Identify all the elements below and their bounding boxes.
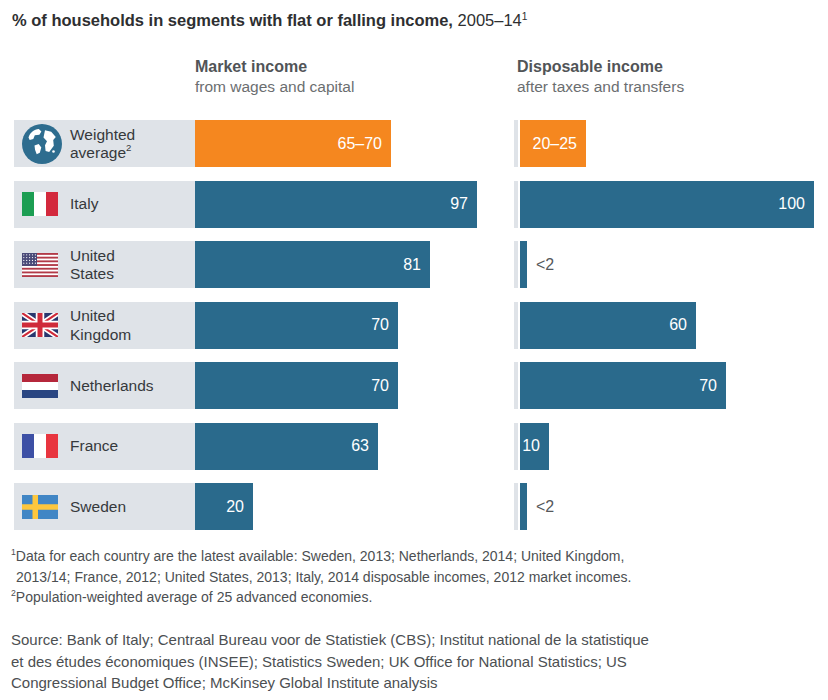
disposable-bar-value: 60 [669, 316, 687, 334]
chart-row: Sweden 20 <2 [0, 483, 828, 530]
flag-slot [22, 495, 58, 519]
chart-title-footnote-marker: 1 [522, 11, 528, 22]
disposable-axis-baseline [514, 483, 518, 530]
country-label-cell: Netherlands [14, 362, 195, 409]
flag-france-icon [22, 434, 58, 458]
country-label-cell: UnitedKingdom [14, 302, 195, 349]
flag-sweden-icon [22, 495, 58, 519]
flag-uk-icon [22, 313, 58, 337]
chart-row: Weightedaverage2 65–70 20–25 [0, 120, 828, 167]
disposable-axis-baseline [514, 120, 518, 167]
footnotes: 1Data for each country are the latest av… [11, 546, 631, 608]
chart-title-regular: 2005–14 [453, 11, 522, 29]
country-label-cell: Weightedaverage2 [14, 120, 195, 167]
footnote-text: Population-weighted average of 25 advanc… [16, 589, 372, 605]
disposable-bar [520, 241, 527, 288]
market-column-title: Market income [195, 57, 354, 77]
chart-rows: Weightedaverage2 65–70 20–25 Italy 97 10… [0, 120, 828, 544]
chart-row: France 63 10 [0, 423, 828, 470]
disposable-column-subtitle: after taxes and transfers [517, 77, 684, 97]
market-bar: 20 [195, 483, 253, 530]
chart-row: UnitedKingdom 70 60 [0, 302, 828, 349]
market-bar: 63 [195, 423, 378, 470]
disposable-column-title: Disposable income [517, 57, 684, 77]
disposable-outside-value: <2 [536, 498, 554, 516]
country-label: Italy [70, 195, 98, 214]
disposable-bar: 20–25 [520, 120, 586, 167]
footnote-line: 2Population-weighted average of 25 advan… [11, 587, 631, 608]
source-line: Source: Bank of Italy; Centraal Bureau v… [11, 629, 649, 651]
country-label: Netherlands [70, 376, 154, 395]
flag-slot [22, 192, 58, 216]
market-bar-value: 70 [371, 316, 389, 334]
flag-slot [22, 434, 58, 458]
country-label: Sweden [70, 497, 126, 516]
footnote-line: 2013/14; France, 2012; United States, 20… [11, 567, 631, 588]
country-label: Weightedaverage2 [70, 125, 135, 162]
flag-slot [22, 313, 58, 337]
country-label-cell: Sweden [14, 483, 195, 530]
market-bar: 81 [195, 241, 430, 288]
footnote-text: 2013/14; France, 2012; United States, 20… [16, 569, 631, 585]
disposable-bar-value: 20–25 [533, 135, 578, 153]
flag-netherlands-icon [22, 374, 58, 398]
market-bar-value: 97 [450, 195, 468, 213]
disposable-axis-baseline [514, 302, 518, 349]
source-block: Source: Bank of Italy; Centraal Bureau v… [11, 629, 649, 694]
disposable-bar: 60 [520, 302, 696, 349]
flag-slot [22, 374, 58, 398]
market-bar: 70 [195, 362, 398, 409]
country-label: UnitedKingdom [70, 307, 131, 344]
disposable-axis-baseline [514, 181, 518, 228]
footnote-text: Data for each country are the latest ava… [16, 548, 625, 564]
chart-title: % of households in segments with flat or… [12, 11, 527, 30]
country-label: France [70, 437, 118, 456]
chart-row: UnitedStates 81 <2 [0, 241, 828, 288]
market-column-subtitle: from wages and capital [195, 77, 354, 97]
country-label: UnitedStates [70, 246, 115, 283]
disposable-bar-value: 10 [522, 437, 540, 455]
country-label-cell: France [14, 423, 195, 470]
market-bar-value: 70 [371, 377, 389, 395]
source-line: et des études économiques (INSEE); Stati… [11, 651, 649, 673]
market-bar: 65–70 [195, 120, 391, 167]
disposable-bar: 70 [520, 362, 726, 409]
flag-us-icon [22, 253, 58, 277]
market-bar-value: 63 [351, 437, 369, 455]
disposable-bar [520, 483, 527, 530]
footnote-line: 1Data for each country are the latest av… [11, 546, 631, 567]
disposable-bar-value: 100 [778, 195, 805, 213]
flag-slot [22, 124, 62, 164]
market-bar-value: 81 [403, 256, 421, 274]
country-label-cell: UnitedStates [14, 241, 195, 288]
disposable-axis-baseline [514, 241, 518, 288]
disposable-bar: 100 [520, 181, 814, 228]
disposable-outside-value: <2 [536, 256, 554, 274]
disposable-axis-baseline [514, 362, 518, 409]
market-bar: 70 [195, 302, 398, 349]
market-bar: 97 [195, 181, 477, 228]
source-line: Congressional Budget Office; McKinsey Gl… [11, 672, 649, 694]
chart-row: Italy 97 100 [0, 181, 828, 228]
globe-icon [22, 124, 62, 164]
disposable-column-header: Disposable income after taxes and transf… [517, 57, 684, 97]
chart-title-bold: % of households in segments with flat or… [12, 11, 453, 29]
country-label-cell: Italy [14, 181, 195, 228]
chart-row: Netherlands 70 70 [0, 362, 828, 409]
disposable-axis-baseline [514, 423, 518, 470]
market-bar-value: 65–70 [338, 135, 383, 153]
flag-italy-icon [22, 192, 58, 216]
disposable-bar: 10 [520, 423, 549, 470]
flag-slot [22, 253, 58, 277]
disposable-bar-value: 70 [699, 377, 717, 395]
market-column-header: Market income from wages and capital [195, 57, 354, 97]
market-bar-value: 20 [226, 498, 244, 516]
